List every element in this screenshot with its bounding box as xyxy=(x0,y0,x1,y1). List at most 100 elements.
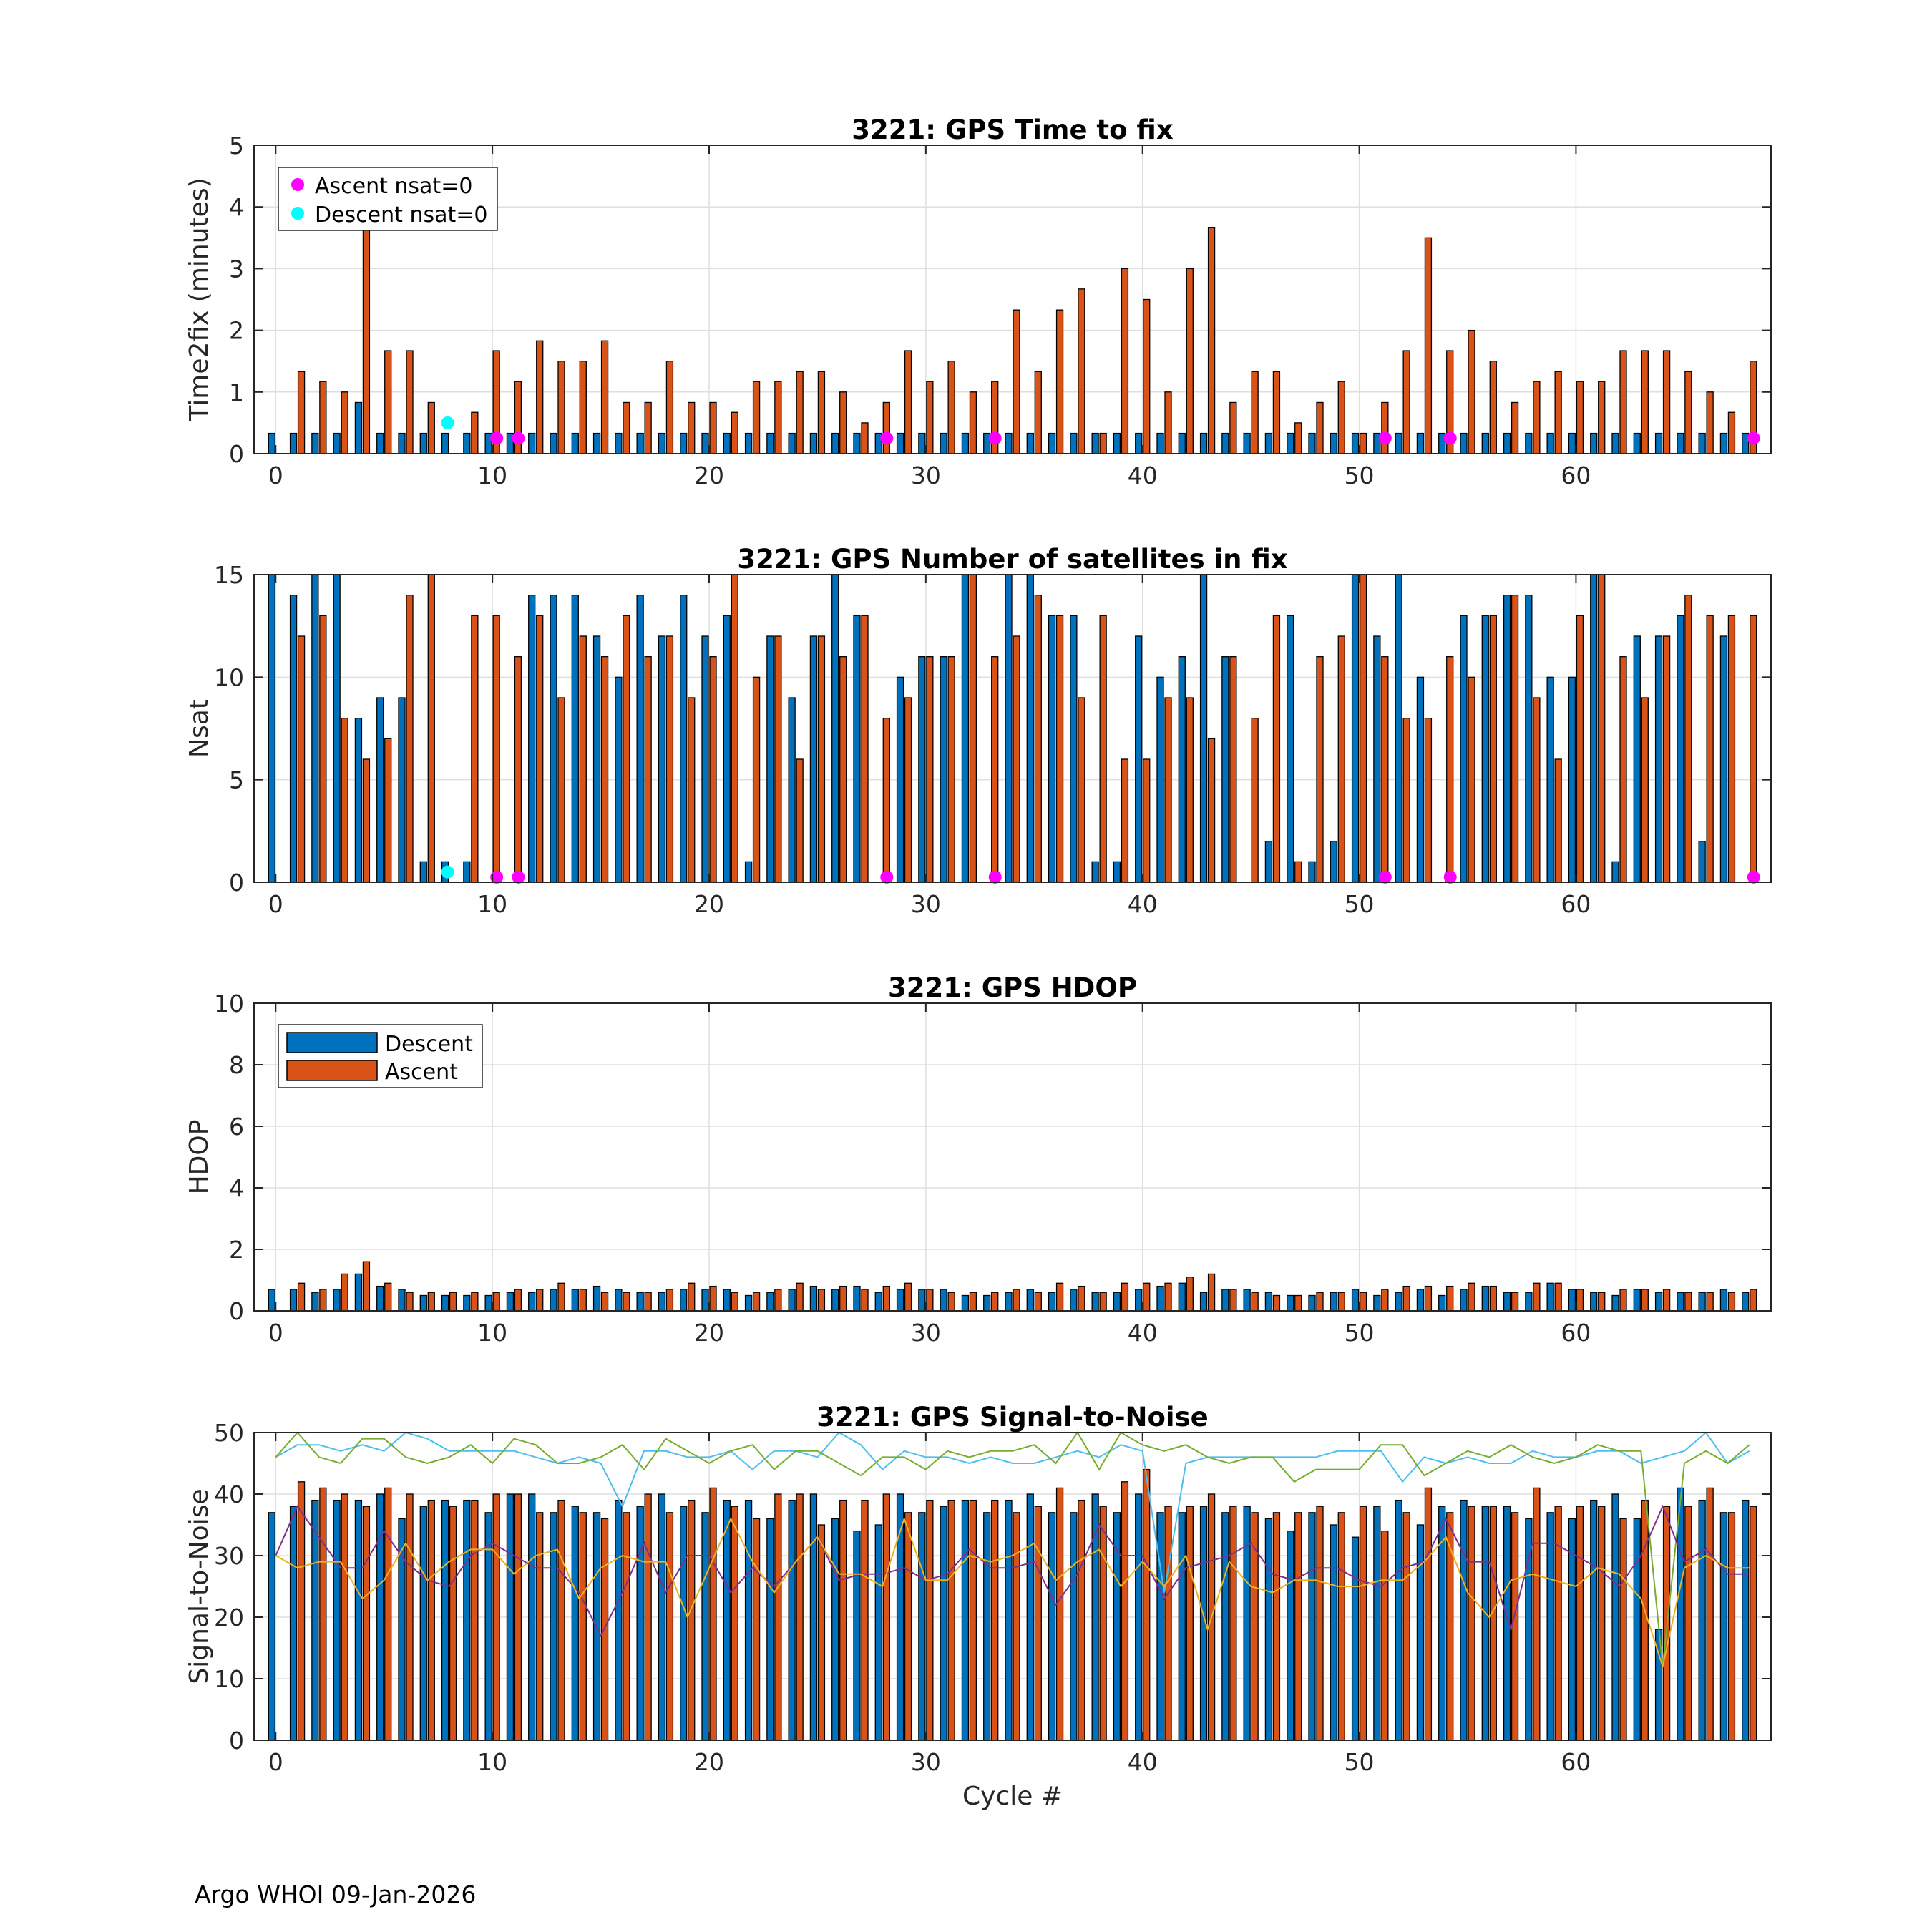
bar-descent xyxy=(376,1493,384,1741)
bar-ascent xyxy=(926,381,934,454)
bar-descent xyxy=(376,697,384,883)
bar-descent xyxy=(896,1289,904,1312)
bar-descent xyxy=(1308,1294,1316,1312)
bar-ascent xyxy=(1229,1289,1237,1312)
bar-descent xyxy=(1070,432,1078,454)
bar-ascent xyxy=(731,1292,738,1312)
bar-ascent xyxy=(1337,635,1345,883)
bar-ascent xyxy=(1511,595,1519,883)
bar-ascent xyxy=(1164,1506,1172,1741)
bar-descent xyxy=(1113,1292,1121,1312)
bar-ascent xyxy=(774,1493,782,1741)
bar-ascent xyxy=(1186,268,1194,454)
marker-descent-nsat0 xyxy=(441,865,454,879)
bar-ascent xyxy=(492,615,500,883)
bar-descent xyxy=(268,432,275,454)
bar-ascent xyxy=(471,615,479,883)
y-tick-label: 2 xyxy=(229,1236,244,1264)
bar-ascent xyxy=(1337,381,1345,454)
bar-ascent xyxy=(1013,1512,1020,1741)
x-tick-label: 40 xyxy=(1128,1748,1158,1776)
bar-descent xyxy=(1373,635,1381,883)
series-line-4 xyxy=(275,1516,1750,1669)
bar-descent xyxy=(680,595,688,883)
bar-ascent xyxy=(1186,1506,1194,1741)
bar-descent xyxy=(1026,432,1034,454)
bar-descent xyxy=(333,1499,341,1741)
bar-ascent xyxy=(623,1292,630,1312)
bar-ascent xyxy=(1099,432,1107,454)
bar-ascent xyxy=(947,1292,955,1312)
bar-ascent xyxy=(1013,635,1020,883)
series-line-2 xyxy=(275,1431,1750,1667)
bar-ascent xyxy=(1272,1512,1281,1741)
bar-ascent xyxy=(319,1487,327,1741)
bar-descent xyxy=(1481,1285,1489,1312)
x-tick-label: 30 xyxy=(911,1319,941,1347)
bar-descent xyxy=(1091,861,1099,883)
bar-descent xyxy=(1416,432,1425,454)
bar-ascent xyxy=(1402,350,1410,454)
bar-descent xyxy=(940,432,947,454)
bar-descent xyxy=(874,1524,882,1741)
bar-descent xyxy=(398,432,406,454)
bar-descent xyxy=(1264,432,1273,454)
bar-ascent xyxy=(1251,371,1259,454)
bar-ascent xyxy=(969,391,977,454)
bar-ascent xyxy=(817,1289,826,1312)
bar-ascent xyxy=(1099,1292,1107,1312)
bar-ascent xyxy=(1684,1292,1692,1312)
bar-descent xyxy=(961,574,970,883)
bar-ascent xyxy=(384,1487,392,1741)
bar-descent xyxy=(831,432,839,454)
bar-ascent xyxy=(1619,1518,1627,1741)
bar-ascent xyxy=(1229,401,1237,454)
bar-descent xyxy=(1308,861,1316,883)
bar-ascent xyxy=(817,635,826,883)
bar-ascent xyxy=(557,1499,565,1741)
bar-ascent xyxy=(536,615,544,883)
bar-descent xyxy=(1633,1289,1641,1312)
bar-ascent xyxy=(1381,656,1389,883)
bar-ascent xyxy=(1034,1506,1042,1741)
marker-descent-nsat0 xyxy=(441,416,454,429)
bar-descent xyxy=(1742,1292,1750,1312)
axes-frame xyxy=(253,1002,1772,1312)
bar-ascent xyxy=(709,656,717,883)
bar-descent xyxy=(983,1294,991,1312)
bar-ascent xyxy=(492,1493,500,1741)
bar-ascent xyxy=(947,361,955,454)
bar-ascent xyxy=(1468,1506,1475,1741)
bar-ascent xyxy=(969,574,977,883)
bar-ascent xyxy=(1727,411,1736,454)
bar-ascent xyxy=(1121,758,1129,883)
bar-descent xyxy=(788,1499,796,1741)
bar-ascent xyxy=(1576,615,1584,883)
bar-ascent xyxy=(427,574,435,883)
bar-ascent xyxy=(406,350,414,454)
bar-ascent xyxy=(1489,1506,1497,1741)
plot-area xyxy=(254,575,1771,882)
bar-descent xyxy=(592,1285,601,1312)
bar-ascent xyxy=(1554,758,1562,883)
bar-ascent xyxy=(471,1292,479,1312)
x-tick-label: 40 xyxy=(1128,1319,1158,1347)
bar-descent xyxy=(463,1499,471,1741)
bar-descent xyxy=(1135,1289,1143,1312)
bar-descent xyxy=(658,635,666,883)
bar-ascent xyxy=(579,635,587,883)
bar-descent xyxy=(680,1506,688,1741)
bar-ascent xyxy=(1706,1292,1714,1312)
bar-descent xyxy=(1416,1289,1425,1312)
bar-descent xyxy=(701,1289,709,1312)
bar-descent xyxy=(1525,1292,1533,1312)
bar-ascent xyxy=(1078,1285,1085,1312)
marker-ascent-nsat0 xyxy=(512,431,525,445)
bar-ascent xyxy=(536,1289,544,1312)
bar-ascent xyxy=(341,1273,348,1312)
bar-descent xyxy=(1719,1289,1728,1312)
bar-ascent xyxy=(1164,697,1172,883)
bar-descent xyxy=(1178,1512,1186,1741)
bar-ascent xyxy=(861,1499,869,1741)
